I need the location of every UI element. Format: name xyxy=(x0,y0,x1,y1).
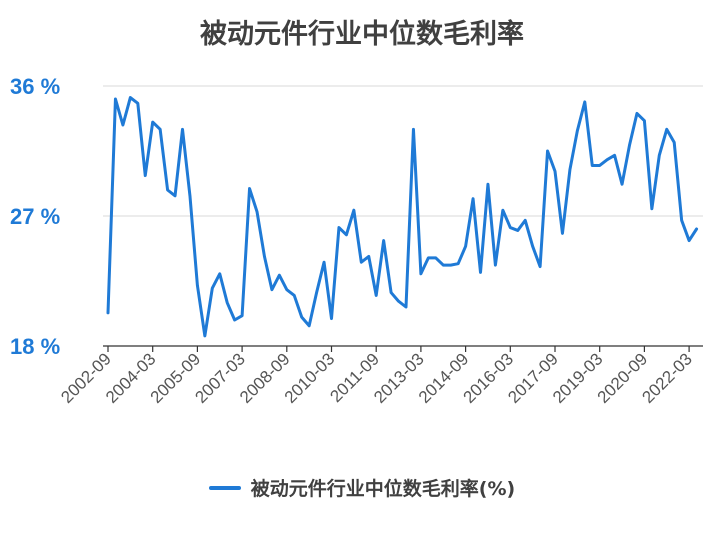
y-tick-label: 18 % xyxy=(10,334,60,359)
y-axis-ticks: 18 % 27 % 36 % xyxy=(10,74,60,359)
legend: 被动元件行业中位数毛利率(%) xyxy=(0,474,724,501)
grid-lines xyxy=(103,85,703,217)
chart-title: 被动元件行业中位数毛利率 xyxy=(200,19,524,50)
legend-label: 被动元件行业中位数毛利率(%) xyxy=(250,478,516,500)
y-tick-label: 27 % xyxy=(10,204,60,229)
x-axis: 2002-092004-032005-092007-032008-092010-… xyxy=(57,345,703,407)
x-tick-label: 2010-03 xyxy=(281,349,339,407)
y-tick-label: 36 % xyxy=(10,74,60,99)
legend-swatch xyxy=(208,485,241,490)
x-tick-label: 2022-03 xyxy=(638,349,696,407)
series-line xyxy=(106,96,699,338)
series-layer xyxy=(106,96,699,338)
